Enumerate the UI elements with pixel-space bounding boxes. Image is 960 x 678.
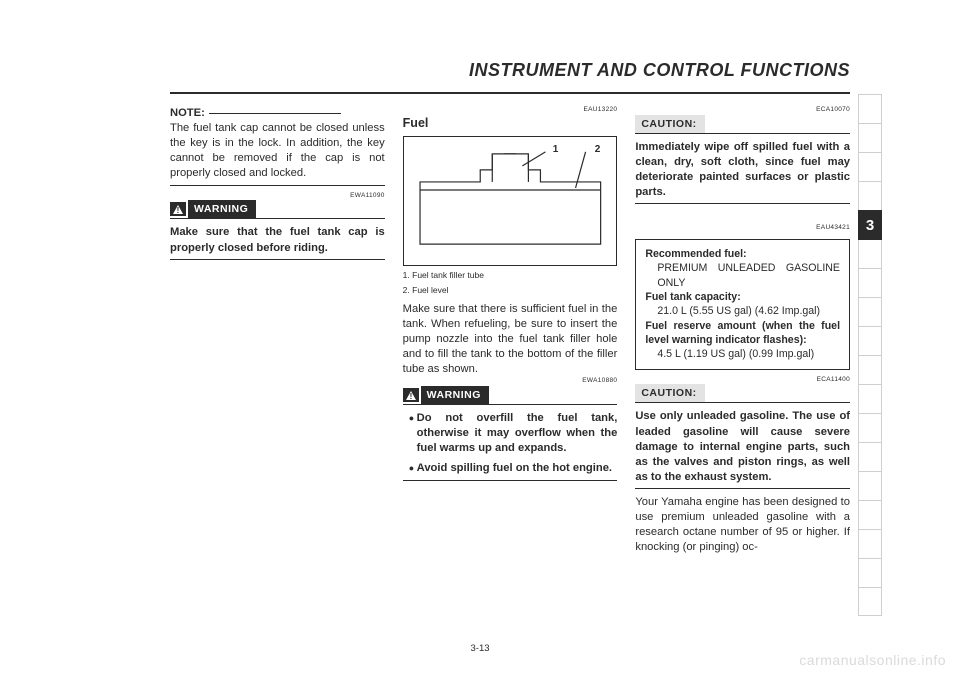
fuel-tank-icon <box>410 143 611 255</box>
caution-label: CAUTION: <box>635 115 704 133</box>
warning-triangle-icon: ! <box>170 202 186 216</box>
chapter-tab: 3 <box>858 210 882 240</box>
column-2: EAU13220 Fuel 1 2 1. Fuel t <box>403 106 618 632</box>
caution-label: CAUTION: <box>635 384 704 402</box>
content-columns: NOTE: The fuel tank cap cannot be closed… <box>170 106 850 632</box>
divider <box>170 259 385 260</box>
figure-caption-1: 1. Fuel tank filler tube <box>403 270 618 281</box>
divider <box>403 480 618 481</box>
manual-page: INSTRUMENT AND CONTROL FUNCTIONS 3 NOTE:… <box>0 0 960 678</box>
svg-text:!: ! <box>177 206 180 215</box>
ref-code: EWA10880 <box>403 377 618 386</box>
page-number: 3-13 <box>470 643 489 654</box>
svg-text:!: ! <box>409 392 412 401</box>
page-title: INSTRUMENT AND CONTROL FUNCTIONS <box>469 60 850 81</box>
divider <box>635 402 850 403</box>
spec-box: Recommended fuel: PREMIUM UNLEADED GASOL… <box>635 239 850 369</box>
spec-label: Fuel reserve amount (when the fuel level… <box>645 319 840 348</box>
callout-1: 1 <box>553 143 559 157</box>
note-rule <box>209 113 341 114</box>
section-heading: Fuel <box>403 115 618 132</box>
fuel-diagram: 1 2 <box>403 136 618 266</box>
warning-badge: ! WARNING <box>403 386 618 404</box>
spec-value: 4.5 L (1.19 US gal) (0.99 Imp.gal) <box>645 347 840 361</box>
warning-list: Do not overfill the fuel tank, otherwise… <box>403 411 618 475</box>
watermark: carmanualsonline.info <box>799 652 946 668</box>
spec-value: 21.0 L (5.55 US gal) (4.62 Imp.gal) <box>645 304 840 318</box>
warning-body: Make sure that the fuel tank cap is prop… <box>170 225 385 255</box>
ref-code: EWA11090 <box>170 192 385 201</box>
divider <box>635 133 850 134</box>
divider <box>635 203 850 204</box>
warning-label: WARNING <box>188 200 256 218</box>
divider <box>635 488 850 489</box>
tab-index-outline <box>858 94 882 632</box>
body-text: Make sure that there is sufficient fuel … <box>403 302 618 378</box>
ref-code: ECA10070 <box>635 106 850 115</box>
divider <box>170 218 385 219</box>
body-text: Your Yamaha engine has been designed to … <box>635 495 850 555</box>
warning-item-2: Avoid spilling fuel on the hot engine. <box>417 461 618 476</box>
warning-badge: ! WARNING <box>170 200 385 218</box>
warning-item-1: Do not overfill the fuel tank, otherwise… <box>417 411 618 456</box>
ref-code: EAU43421 <box>635 224 850 233</box>
note-label: NOTE: <box>170 107 205 119</box>
ref-code: ECA11400 <box>635 376 850 385</box>
divider <box>170 185 385 186</box>
spec-value: PREMIUM UNLEADED GASOLINE ONLY <box>645 261 840 290</box>
warning-triangle-icon: ! <box>403 388 419 402</box>
warning-label: WARNING <box>421 386 489 404</box>
spec-label: Recommended fuel: <box>645 247 840 261</box>
figure-caption-2: 2. Fuel level <box>403 285 618 296</box>
note-header-row: NOTE: <box>170 106 385 121</box>
spec-label: Fuel tank capacity: <box>645 290 840 304</box>
note-body: The fuel tank cap cannot be closed unles… <box>170 121 385 181</box>
callout-2: 2 <box>595 143 601 157</box>
column-3: ECA10070 CAUTION: Immediately wipe off s… <box>635 106 850 632</box>
divider <box>403 404 618 405</box>
caution-body: Use only unleaded gasoline. The use of l… <box>635 409 850 485</box>
ref-code: EAU13220 <box>403 106 618 115</box>
column-1: NOTE: The fuel tank cap cannot be closed… <box>170 106 385 632</box>
caution-body: Immediately wipe off spilled fuel with a… <box>635 140 850 200</box>
header-rule <box>170 92 850 94</box>
